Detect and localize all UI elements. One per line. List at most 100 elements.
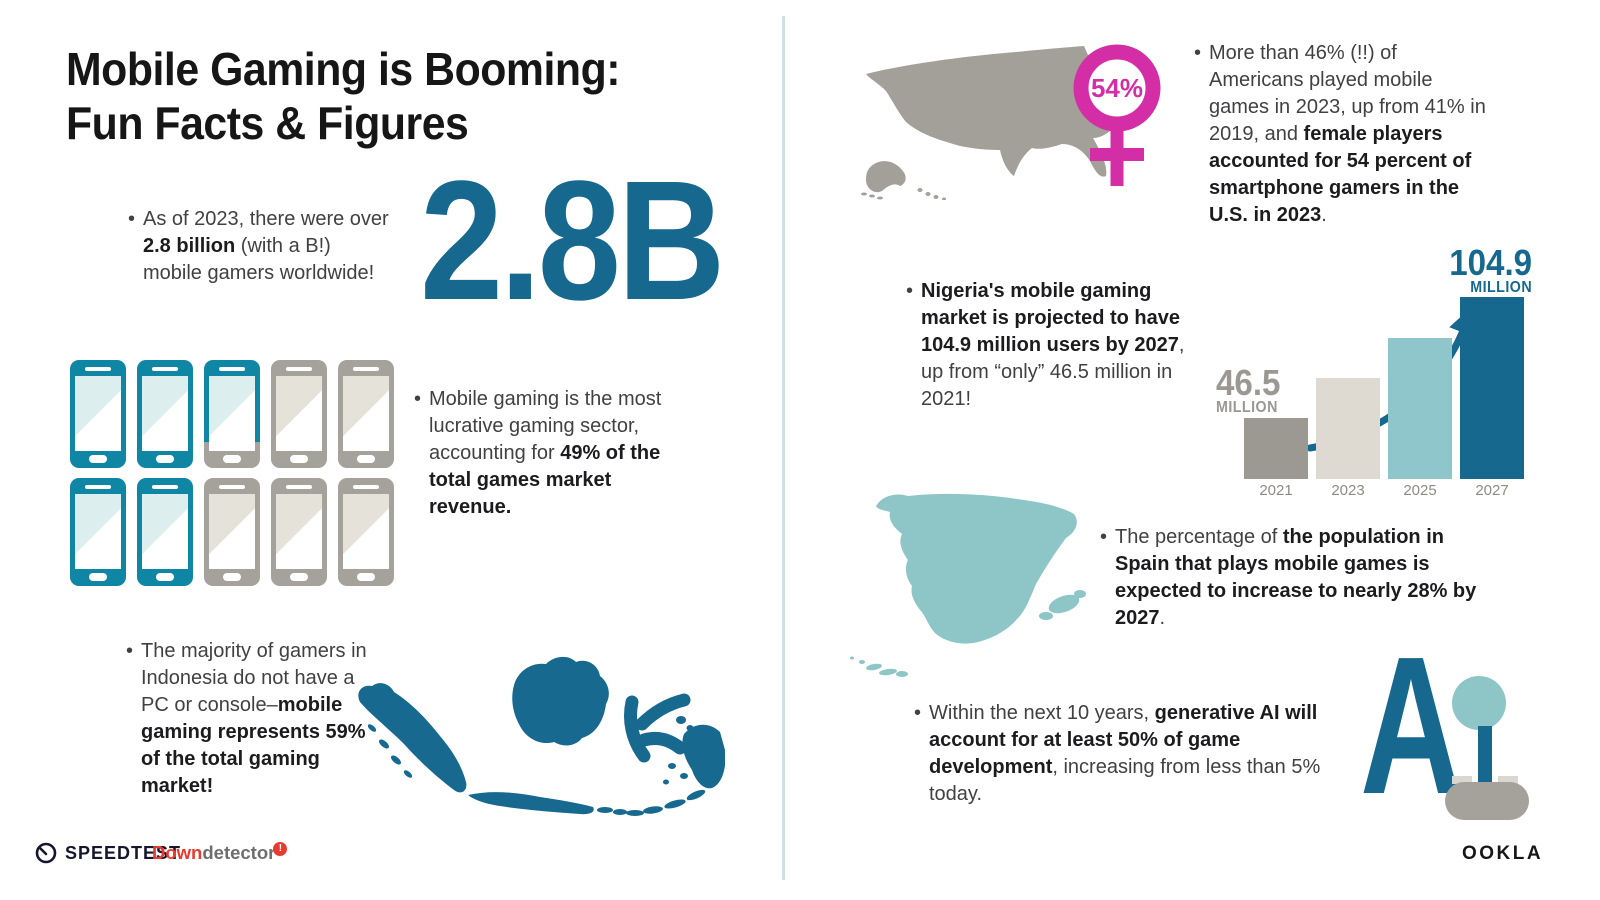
chart-bar	[1244, 418, 1308, 479]
phone-screen	[142, 494, 188, 569]
fact-usa: More than 46% (!!) of Americans played m…	[1192, 40, 1487, 229]
joystick-stick-icon	[1478, 726, 1492, 786]
fact-segment: Mobile gaming is the most lucrative gami…	[429, 388, 662, 464]
column-divider	[782, 16, 785, 880]
phone-speaker	[85, 485, 111, 489]
fact-segment-bold: Nigeria's mobile gaming market is projec…	[921, 280, 1180, 356]
female-badge-value: 54%	[1091, 73, 1143, 103]
fact-segment-bold: generative AI will account for at least …	[929, 702, 1318, 778]
phone-home-button	[290, 455, 308, 463]
phone-speaker	[219, 485, 245, 489]
phone-icon	[70, 360, 126, 468]
fact-segment-bold: mobile gaming represents 59% of the tota…	[141, 694, 366, 797]
chart-bar	[1388, 338, 1452, 479]
chart-year-label: 2025	[1403, 482, 1437, 499]
phone-home-button	[89, 455, 107, 463]
speedometer-gauge-icon	[35, 842, 57, 864]
fact-segment: Within the next 10 years,	[929, 702, 1155, 724]
phone-icon	[271, 360, 327, 468]
phone-home-button	[156, 455, 174, 463]
phone-home-button	[290, 573, 308, 581]
chart-end-number: 104.9	[1449, 242, 1532, 283]
fact-segment: More than 46% (!!) of Americans played m…	[1209, 42, 1486, 145]
phone-home-button	[223, 573, 241, 581]
downdetector-down: Down	[152, 842, 203, 863]
phone-screen	[276, 376, 322, 451]
fact-revenue: Mobile gaming is the most lucrative gami…	[412, 386, 681, 521]
chart-start-unit: MILLION	[1216, 399, 1278, 416]
page-title-line2: Fun Facts & Figures	[66, 97, 469, 149]
phone-home-button	[156, 573, 174, 581]
phone-icon	[204, 478, 260, 586]
chart-year-label: 2027	[1475, 482, 1509, 499]
fact-segment-bold: the population in Spain that plays mobil…	[1115, 526, 1477, 629]
phone-speaker	[286, 367, 312, 371]
nigeria-users-bar-chart: 46.5 MILLION 104.9 MILLION 2021 2023 2025 2…	[1214, 242, 1536, 507]
speedtest-wordmark: SPEEDTEST	[65, 842, 182, 863]
fact-segment: (with a B!) mobile gamers worldwide!	[143, 235, 375, 284]
speedtest-logo: SPEEDTEST	[34, 841, 181, 865]
usa-map	[861, 46, 1127, 200]
joystick-button-icon	[1498, 776, 1518, 784]
phone-screen	[343, 494, 389, 569]
big-stat-2-8b: 2.8B	[420, 146, 725, 336]
chart-year-label: 2021	[1259, 482, 1293, 499]
phone-screen	[75, 494, 121, 569]
joystick-ball-icon	[1452, 676, 1506, 730]
indonesia-map	[358, 656, 725, 816]
spain-map	[850, 493, 1086, 677]
phone-speaker	[152, 485, 178, 489]
chart-end-unit: MILLION	[1470, 279, 1532, 296]
fact-segment: As of 2023, there were over	[143, 208, 389, 230]
phone-screen	[209, 494, 255, 569]
phones-grid	[70, 360, 404, 586]
joystick-base-icon	[1445, 782, 1529, 820]
ai-joystick-graphic: A	[1332, 628, 1567, 825]
fact-indonesia: The majority of gamers in Indonesia do n…	[124, 638, 387, 800]
chart-year-label: 2023	[1331, 482, 1365, 499]
phone-home-button	[89, 573, 107, 581]
phone-screen	[142, 376, 188, 451]
fact-segment-bold: female players accounted for 54 percent …	[1209, 123, 1472, 226]
phone-home-button	[357, 573, 375, 581]
female-symbol-icon: 54%	[1073, 44, 1161, 186]
chart-end-label: 104.9 MILLION	[1449, 242, 1532, 296]
fact-segment: .	[1159, 607, 1166, 629]
phone-icon	[70, 478, 126, 586]
phone-icon	[271, 478, 327, 586]
phone-speaker	[85, 367, 111, 371]
phone-home-button	[357, 455, 375, 463]
downdetector-logo: Downdetector!	[152, 842, 289, 864]
fact-segment: , up from “only” 46.5 million in 2021!	[921, 334, 1185, 410]
fact-gamers: As of 2023, there were over 2.8 billion …	[126, 206, 395, 287]
ai-letter-a: A	[1360, 616, 1462, 835]
fact-segment: The percentage of	[1115, 526, 1283, 548]
page-title: Mobile Gaming is Booming: Fun Facts & Fi…	[66, 42, 620, 150]
phone-icon	[338, 478, 394, 586]
fact-ai: Within the next 10 years, generative AI …	[912, 700, 1327, 808]
phone-home-button	[223, 455, 241, 463]
chart-bar	[1460, 297, 1524, 479]
fact-segment: .	[1321, 204, 1327, 226]
phone-speaker	[219, 367, 245, 371]
chart-bar	[1316, 378, 1380, 479]
phone-icon	[204, 360, 260, 468]
phone-screen	[75, 376, 121, 451]
fact-nigeria: Nigeria's mobile gaming market is projec…	[904, 278, 1189, 413]
downdetector-detector: detector	[202, 842, 276, 863]
phone-icon	[137, 478, 193, 586]
phone-speaker	[353, 485, 379, 489]
phone-icon	[137, 360, 193, 468]
exclamation-badge-icon: !	[273, 842, 288, 856]
phone-screen	[209, 376, 255, 451]
phone-speaker	[353, 367, 379, 371]
fact-segment-bold: 2.8 billion	[143, 235, 236, 257]
fact-segment: The majority of gamers in Indonesia do n…	[141, 640, 367, 716]
fact-spain: The percentage of the population in Spai…	[1098, 524, 1487, 632]
phone-screen	[276, 494, 322, 569]
phone-icon	[338, 360, 394, 468]
fact-segment-bold: 49% of the total games market revenue.	[429, 442, 661, 518]
phone-speaker	[286, 485, 312, 489]
ookla-logo: OOKLA	[1462, 843, 1544, 864]
phone-speaker	[152, 367, 178, 371]
